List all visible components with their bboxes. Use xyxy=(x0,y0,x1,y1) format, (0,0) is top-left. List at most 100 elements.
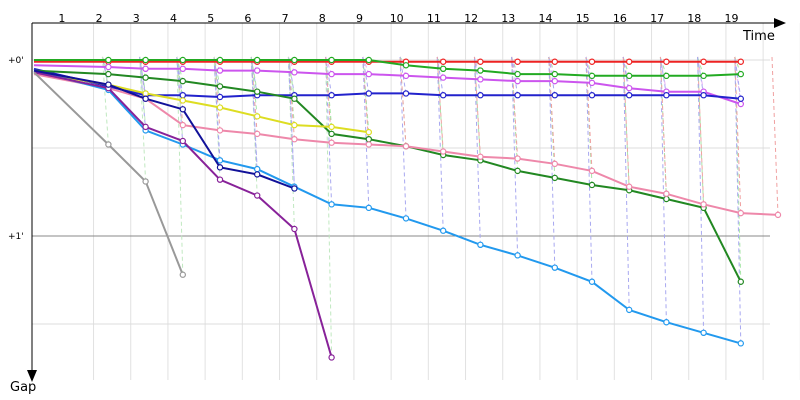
series-line xyxy=(33,73,779,216)
data-point xyxy=(514,167,521,175)
data-point xyxy=(105,63,112,71)
trend-connector xyxy=(697,56,705,333)
data-point xyxy=(142,90,149,97)
data-point xyxy=(291,185,298,192)
data-point xyxy=(254,192,261,199)
x-tick-label: 15 xyxy=(576,12,590,25)
trend-connector xyxy=(213,56,221,131)
data-point xyxy=(514,155,521,162)
data-point xyxy=(663,58,670,65)
data-point xyxy=(328,56,335,64)
trend-connector xyxy=(734,56,742,214)
data-point xyxy=(737,100,745,108)
trend-connector xyxy=(473,56,481,80)
x-axis-arrow-icon xyxy=(774,18,786,28)
data-point xyxy=(440,74,447,81)
tick-labels: 1 2 3 4 5 6 7 8 9 10 11 12 13 14 15 16 17 18 19+0'+1' xyxy=(8,12,739,242)
data-point xyxy=(700,72,707,80)
data-point xyxy=(588,72,596,80)
data-point xyxy=(216,83,224,90)
data-point xyxy=(328,123,335,131)
x-tick-label: 4 xyxy=(170,12,177,25)
data-point xyxy=(700,201,707,208)
trend-connector xyxy=(287,56,295,229)
data-point xyxy=(365,135,372,143)
data-point xyxy=(328,354,335,361)
data-point xyxy=(551,70,559,78)
trend-connector xyxy=(622,56,630,89)
data-point xyxy=(254,88,261,95)
data-point xyxy=(663,195,670,203)
trend-connector xyxy=(734,56,742,344)
trend-connector xyxy=(697,56,705,205)
data-point xyxy=(440,227,447,234)
data-point xyxy=(626,72,633,80)
series-group xyxy=(33,69,745,347)
x-tick-label: 2 xyxy=(96,12,103,25)
data-point xyxy=(402,215,410,222)
data-point xyxy=(328,139,335,146)
trend-connector xyxy=(511,56,519,256)
trend-connector xyxy=(399,56,407,76)
data-point xyxy=(588,91,596,99)
data-point xyxy=(737,58,745,65)
trend-connector xyxy=(734,56,742,99)
data-point xyxy=(142,56,149,64)
data-point xyxy=(514,70,521,78)
data-point xyxy=(663,91,670,99)
trend-connector xyxy=(213,56,221,168)
data-point xyxy=(551,264,559,271)
data-point xyxy=(477,76,484,83)
series-group xyxy=(33,71,186,278)
data-point xyxy=(551,77,559,85)
series-line xyxy=(33,71,369,134)
trend-connector xyxy=(622,56,630,310)
data-point xyxy=(551,174,559,182)
x-tick-label: 10 xyxy=(390,12,404,25)
data-point xyxy=(700,329,707,336)
data-point xyxy=(737,95,745,102)
data-point xyxy=(179,271,186,278)
trend-connector xyxy=(399,56,407,147)
data-point xyxy=(440,91,447,99)
data-point xyxy=(588,167,596,175)
trend-lines xyxy=(101,56,779,358)
data-point xyxy=(588,278,596,285)
data-point xyxy=(142,95,149,102)
series-group xyxy=(34,56,745,80)
data-point xyxy=(105,56,112,64)
series-group xyxy=(33,71,372,136)
data-point xyxy=(105,81,112,88)
data-point xyxy=(551,160,559,168)
x-tick-label: 11 xyxy=(427,12,441,25)
data-point xyxy=(402,90,410,97)
data-point xyxy=(365,70,372,78)
data-point xyxy=(254,67,261,74)
data-point xyxy=(551,91,559,99)
trend-connector xyxy=(436,56,444,231)
x-axis-title: Time xyxy=(742,29,775,44)
x-tick-label: 9 xyxy=(356,12,363,25)
trend-connector xyxy=(771,56,779,215)
series-line xyxy=(33,69,742,345)
data-point xyxy=(328,130,335,138)
trend-connector xyxy=(287,56,295,189)
series-line xyxy=(33,71,184,276)
y-axis-title: Gap xyxy=(10,380,36,395)
series-group xyxy=(33,69,298,192)
data-point xyxy=(514,77,521,85)
data-point xyxy=(663,72,670,80)
x-tick-label: 12 xyxy=(464,12,478,25)
x-tick-label: 7 xyxy=(282,12,289,25)
data-point xyxy=(514,58,521,65)
x-tick-label: 6 xyxy=(244,12,251,25)
data-point xyxy=(291,95,298,102)
data-point xyxy=(477,58,484,65)
data-point xyxy=(142,123,149,131)
data-point xyxy=(737,70,745,78)
data-point xyxy=(179,121,186,129)
data-point xyxy=(291,135,298,143)
data-point xyxy=(440,65,447,73)
data-point xyxy=(737,209,745,217)
